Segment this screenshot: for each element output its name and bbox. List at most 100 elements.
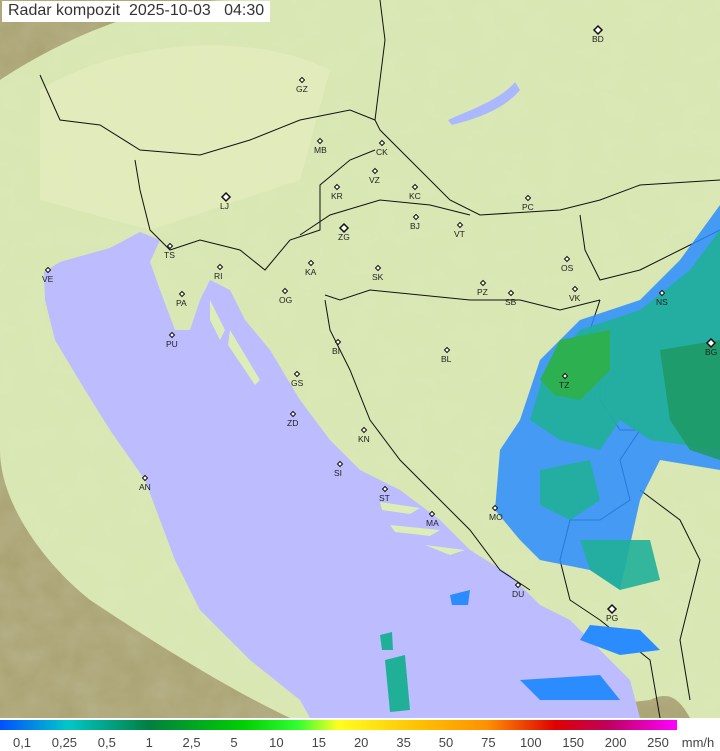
colorbar-label: 15 — [311, 735, 327, 750]
colorbar-label: 0,5 — [97, 735, 116, 750]
city-label: GS — [291, 378, 304, 388]
city-marker-icon — [178, 290, 186, 298]
city-marker-icon — [524, 194, 532, 202]
colorbar-label: 75 — [481, 735, 496, 750]
colorbar — [0, 720, 677, 730]
colorbar-unit: mm/h — [681, 735, 715, 750]
city-marker-icon — [281, 287, 289, 295]
city-og: OG — [279, 287, 292, 305]
city-tz: TZ — [559, 372, 569, 390]
city-marker-icon — [705, 337, 717, 349]
city-os: OS — [561, 255, 574, 273]
city-pg: PG — [606, 603, 618, 623]
city-marker-icon — [371, 167, 379, 175]
city-zd: ZD — [287, 410, 298, 428]
city-label: VK — [569, 293, 581, 303]
city-sb: SB — [505, 289, 517, 307]
radar-map[interactable]: GZ BD MB CK VZ KR KC PC LJ ZG BJ VT TS VE RI KA SK OS PA OG… — [0, 0, 720, 718]
city-label: BJ — [410, 221, 420, 231]
city-vt: VT — [454, 221, 465, 239]
city-pc: PC — [522, 194, 534, 212]
city-marker-icon — [571, 285, 579, 293]
city-label: ZD — [287, 418, 298, 428]
city-bj: BJ — [410, 213, 420, 231]
city-mo: MO — [489, 504, 503, 522]
city-label: GZ — [296, 84, 308, 94]
city-label: PG — [606, 613, 618, 623]
city-label: SB — [505, 297, 517, 307]
colorbar-label: 50 — [438, 735, 454, 750]
city-lj: LJ — [220, 191, 232, 211]
colorbar-label: 0,25 — [51, 735, 78, 750]
city-marker-icon — [166, 242, 174, 250]
city-label: PZ — [477, 287, 488, 297]
city-marker-icon — [412, 213, 420, 221]
city-marker-icon — [168, 331, 176, 339]
city-label: ST — [379, 493, 390, 503]
city-marker-icon — [374, 264, 382, 272]
colorbar-label: 35 — [396, 735, 411, 750]
city-bl: BL — [441, 346, 452, 364]
colorbar-label: 20 — [353, 735, 369, 750]
city-label: BI — [332, 346, 340, 356]
lake-balaton — [448, 82, 520, 125]
city-an: AN — [139, 474, 151, 492]
city-marker-icon — [378, 139, 386, 147]
map-title: Radar kompozit 2025-10-03 04:30 — [2, 1, 271, 22]
city-st: ST — [379, 485, 390, 503]
city-pz: PZ — [477, 279, 488, 297]
colorbar-label: 10 — [269, 735, 284, 750]
city-label: BL — [441, 354, 452, 364]
city-ts: TS — [164, 242, 175, 260]
city-marker-icon — [507, 289, 515, 297]
colorbar-label: 150 — [562, 735, 585, 750]
radar-echoes — [380, 205, 720, 712]
city-label: OS — [561, 263, 574, 273]
city-ma: MA — [426, 510, 439, 528]
city-ka: KA — [305, 259, 317, 277]
city-label: BG — [705, 347, 717, 357]
colorbar-label: 250 — [647, 735, 669, 750]
city-label: PA — [176, 298, 187, 308]
city-mb: MB — [314, 137, 327, 155]
city-gz: GZ — [296, 76, 308, 94]
city-marker-icon — [606, 603, 618, 615]
city-marker-icon — [293, 370, 301, 378]
colorbar-label: 2,5 — [182, 735, 201, 750]
city-bi: BI — [332, 338, 342, 356]
city-label: LJ — [220, 201, 229, 211]
colorbar-label: 100 — [519, 735, 542, 750]
city-label: TS — [164, 250, 175, 260]
city-du: DU — [512, 581, 524, 599]
city-gs: GS — [291, 370, 304, 388]
sea — [44, 232, 640, 718]
city-label: CK — [376, 147, 388, 157]
city-kr: KR — [331, 183, 343, 201]
colorbar-label: 1 — [145, 735, 153, 750]
city-vz: VZ — [369, 167, 380, 185]
colorbar-label: 5 — [230, 735, 238, 750]
city-label: NS — [656, 297, 668, 307]
city-marker-icon — [563, 255, 571, 263]
city-marker-icon — [307, 259, 315, 267]
city-kc: KC — [409, 183, 421, 201]
city-marker-icon — [334, 338, 342, 346]
city-bd: BD — [592, 24, 604, 44]
city-label: SI — [334, 468, 342, 478]
city-marker-icon — [360, 426, 368, 434]
city-marker-icon — [456, 221, 464, 229]
city-sk: SK — [372, 264, 384, 282]
city-label: TZ — [559, 380, 569, 390]
city-marker-icon — [658, 289, 666, 297]
city-marker-icon — [411, 183, 419, 191]
city-zg: ZG — [338, 222, 350, 242]
city-ri: RI — [214, 263, 224, 281]
city-label: VZ — [369, 175, 380, 185]
city-marker-icon — [220, 191, 232, 203]
city-label: ZG — [338, 232, 350, 242]
city-marker-icon — [141, 474, 149, 482]
colorbar-label: 200 — [604, 735, 627, 750]
coverage-light — [40, 45, 330, 230]
city-label: DU — [512, 589, 524, 599]
city-label: KC — [409, 191, 421, 201]
